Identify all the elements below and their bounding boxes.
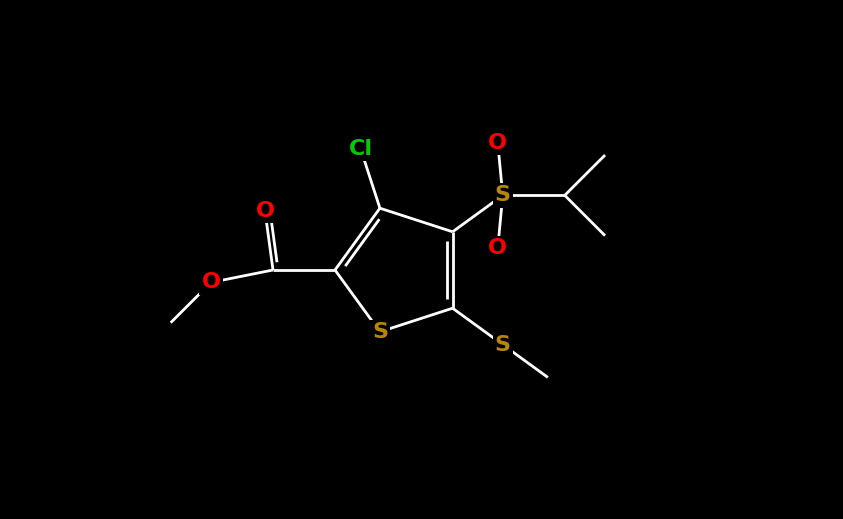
Text: Cl: Cl xyxy=(349,139,373,159)
Text: S: S xyxy=(495,185,511,206)
Text: O: O xyxy=(201,272,221,292)
Text: O: O xyxy=(488,133,507,153)
Text: S: S xyxy=(495,335,511,354)
Text: O: O xyxy=(255,201,275,221)
Text: S: S xyxy=(372,322,388,342)
Text: O: O xyxy=(488,238,507,258)
